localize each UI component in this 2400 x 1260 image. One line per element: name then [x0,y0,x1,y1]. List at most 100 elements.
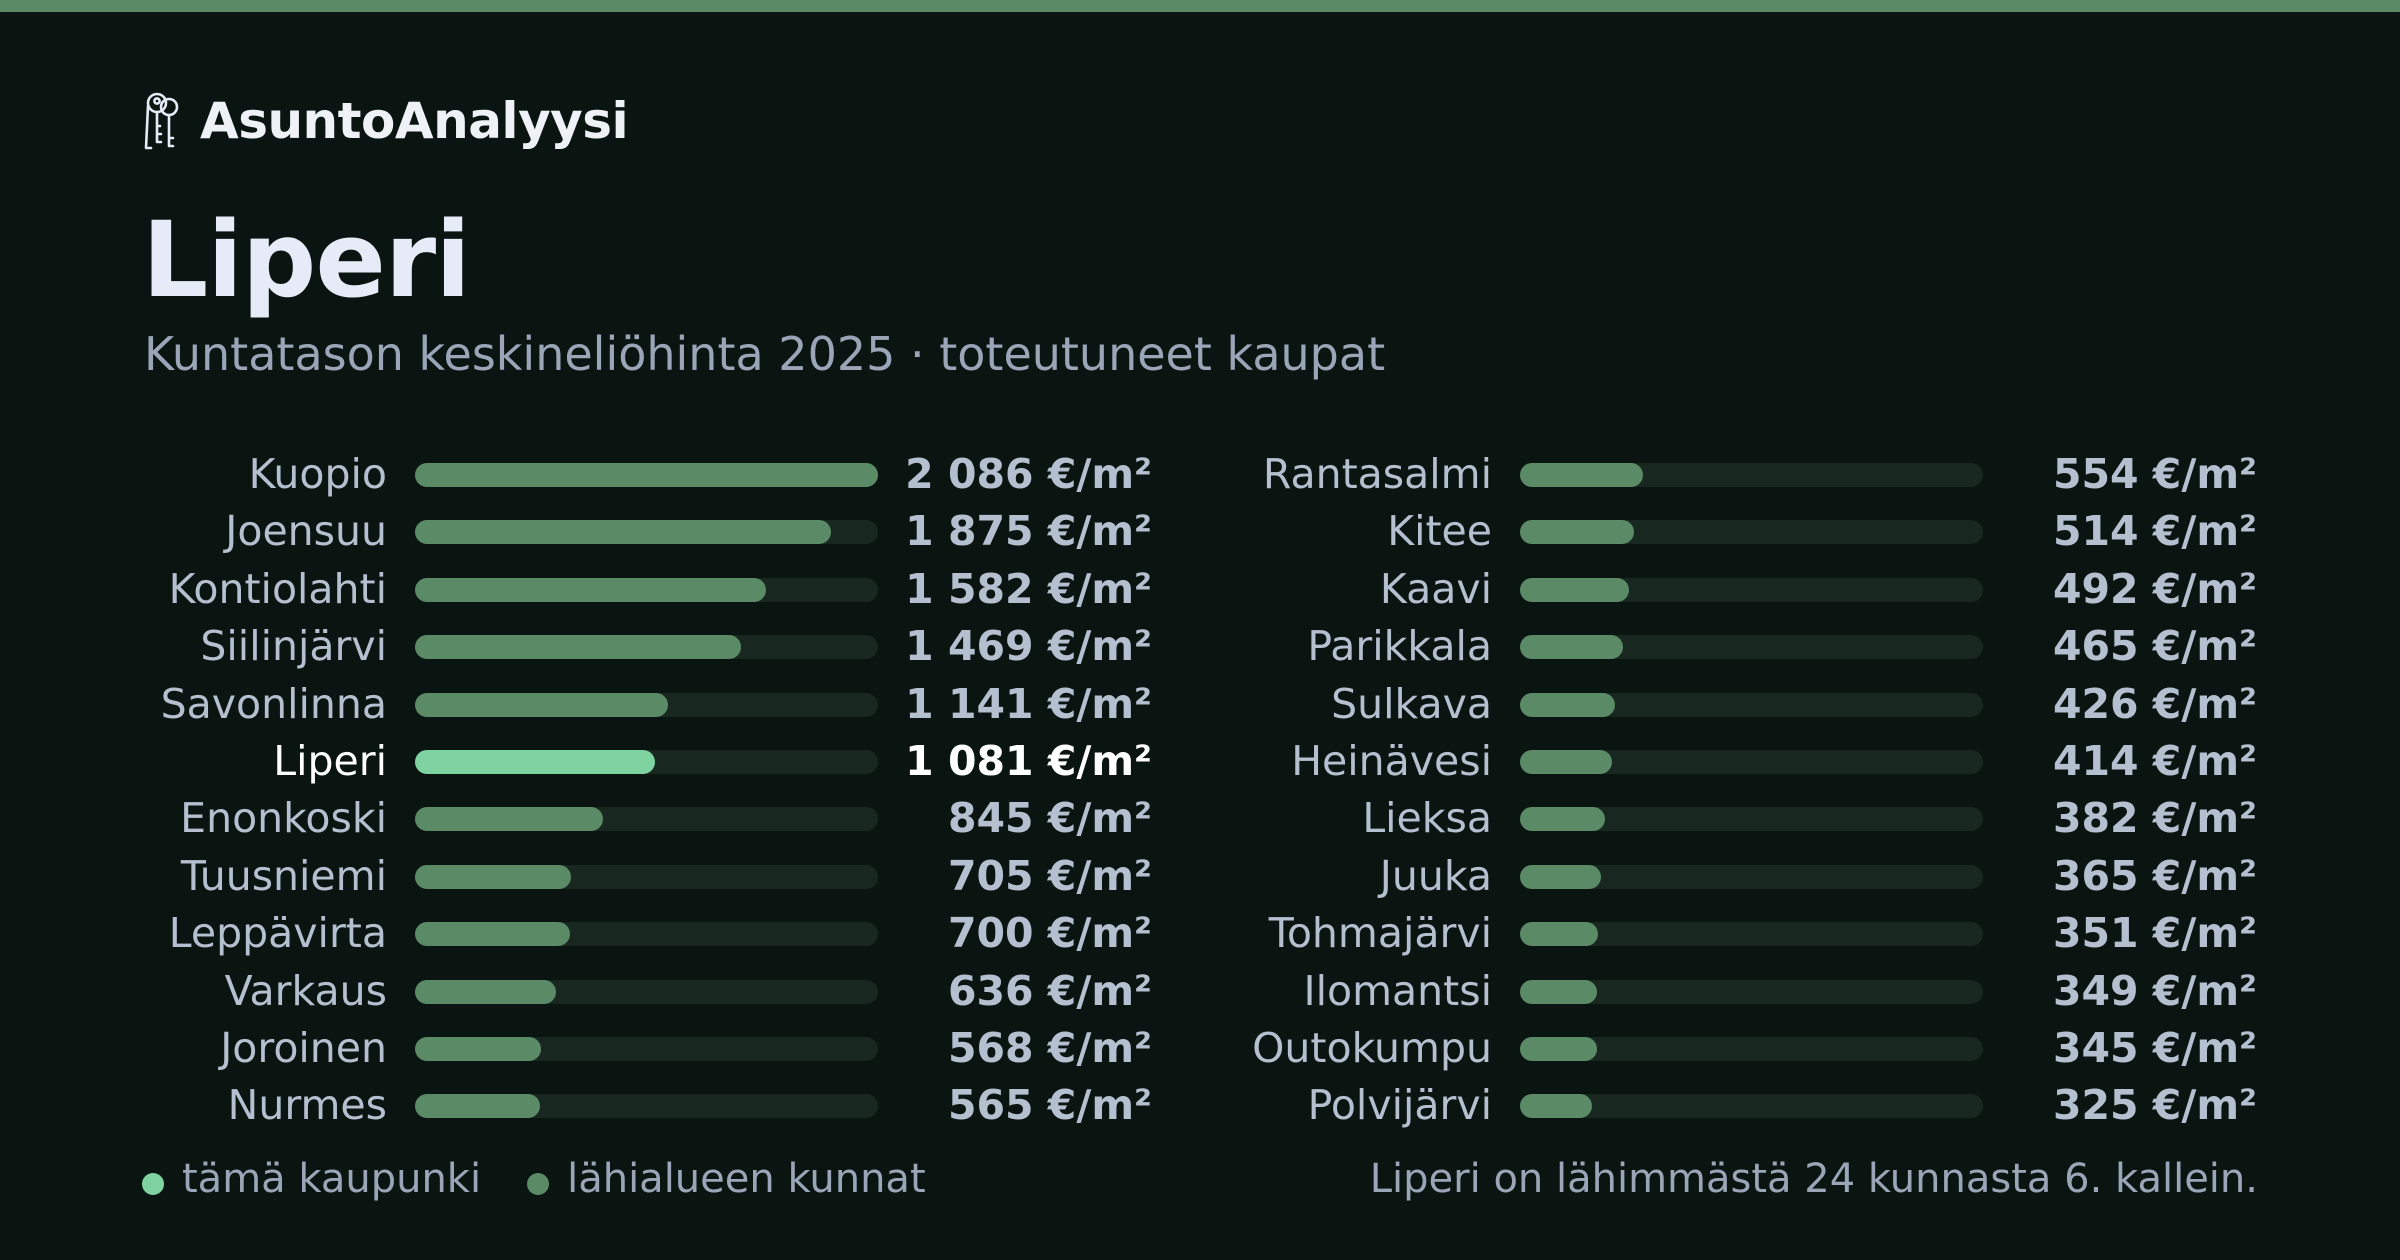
bar-value-label: 565 €/m² [947,1081,1152,1130]
bar-row: Nurmes 565 €/m² [142,1077,1152,1134]
bar-value-label: 325 €/m² [2052,1081,2257,1130]
bar-label: Nurmes [227,1081,387,1130]
bar [1520,922,1598,947]
bar-label: Parikkala [1307,622,1492,671]
bar [1520,520,1635,545]
bar-track [415,635,878,660]
bar-track [415,864,878,889]
bar-track [1520,749,1983,774]
bar [415,922,571,947]
chart-title: Liperi [142,199,471,321]
bar-label: Ilomantsi [1303,966,1492,1015]
bar-row: Tohmajärvi 351 €/m² [1245,905,2257,962]
bar-track [1520,520,1983,545]
bar-row: Parikkala 465 €/m² [1245,618,2257,675]
bar-row: Savonlinna 1 141 €/m² [142,676,1152,733]
bar-row: Kuopio 2 086 €/m² [142,446,1152,503]
bar-track [415,807,878,832]
bar [415,635,742,660]
bar-value-label: 705 €/m² [947,851,1152,900]
bar-track [1520,692,1983,717]
bar-value-label: 1 469 €/m² [905,622,1152,671]
bar [415,463,878,487]
bar [415,520,832,545]
bar-value-label: 426 €/m² [2052,679,2257,728]
bar-row: Liperi 1 081 €/m² [142,733,1152,790]
bar [415,1094,541,1119]
bar-label: Savonlinna [160,679,387,728]
bar-value-label: 414 €/m² [2052,736,2257,785]
bar-row: Enonkoski 845 €/m² [142,790,1152,847]
bar-label: Lieksa [1362,794,1492,843]
bar-label: Siilinjärvi [200,622,387,671]
bar-track [1520,864,1983,889]
bar-track [1520,577,1983,602]
bar-row: Sulkava 426 €/m² [1245,676,2257,733]
bar-value-label: 1 081 €/m² [905,736,1152,785]
bar [1520,864,1601,889]
bar-label: Liperi [273,736,387,785]
bar [1520,749,1612,774]
bar-row: Outokumpu 345 €/m² [1245,1020,2257,1077]
bar-row: Ilomantsi 349 €/m² [1245,963,2257,1020]
bar-row: Kontiolahti 1 582 €/m² [142,561,1152,618]
bar-label: Enonkoski [180,794,387,843]
bar [1520,463,1643,487]
bar-value-label: 345 €/m² [2052,1023,2257,1072]
bar-label: Sulkava [1331,679,1492,728]
legend-label-this-city: tämä kaupunki [182,1156,482,1202]
bar-row: Heinävesi 414 €/m² [1245,733,2257,790]
bar [415,1036,542,1061]
bar-track [415,1094,878,1119]
bar [415,864,572,889]
bar-row: Kaavi 492 €/m² [1245,561,2257,618]
bar-label: Tuusniemi [180,851,387,900]
legend-swatch-this-city [142,1173,164,1195]
bar-value-label: 365 €/m² [2052,851,2257,900]
bar-value-label: 351 €/m² [2052,909,2257,958]
bar-row: Joensuu 1 875 €/m² [142,503,1152,560]
bar-row: Joroinen 568 €/m² [142,1020,1152,1077]
bar-track [415,577,878,602]
bar-value-label: 554 €/m² [2052,450,2257,498]
bar-track [415,979,878,1004]
bar-label: Leppävirta [168,909,387,958]
bar-row: Juuka 365 €/m² [1245,848,2257,905]
bar-value-label: 492 €/m² [2052,564,2257,613]
bar-row: Polvijärvi 325 €/m² [1245,1077,2257,1134]
legend-label-nearby: lähialueen kunnat [567,1156,926,1202]
bar-label: Tohmajärvi [1268,909,1492,958]
bar-value-label: 382 €/m² [2052,794,2257,843]
bar [415,807,603,832]
chart-subtitle: Kuntatason keskineliöhinta 2025 · toteut… [144,327,1386,381]
bar-column-left: Kuopio 2 086 €/m² Joensuu 1 875 €/m² Kontiol… [142,446,1152,1135]
bar-value-label: 349 €/m² [2052,966,2257,1015]
bar-track [1520,1036,1983,1061]
bar-track [415,520,878,545]
bar-highlight [415,749,655,774]
bar-track [1520,922,1983,947]
bar-label: Joensuu [225,507,387,556]
bar [1520,692,1615,717]
bar-label: Polvijärvi [1307,1081,1492,1130]
bar [415,577,767,602]
bar-track [1520,979,1983,1004]
brand-name: AsuntoAnalyysi [200,92,629,150]
bar-track [415,922,878,947]
bar-value-label: 1 582 €/m² [905,564,1152,613]
keys-icon [144,92,179,150]
bar-row: Kitee 514 €/m² [1245,503,2257,560]
bar-label: Kuopio [248,450,387,498]
bar-value-label: 568 €/m² [947,1023,1152,1072]
bar [1520,1094,1593,1119]
bar-label: Kaavi [1379,564,1492,613]
bar [1520,979,1598,1004]
bar [1520,577,1630,602]
bar-track [1520,807,1983,832]
bar-value-label: 2 086 €/m² [905,450,1152,498]
bar-label: Joroinen [220,1023,387,1072]
bar-track [415,1036,878,1061]
bar-track [1520,463,1983,487]
bar-track [415,463,878,487]
bar-value-label: 514 €/m² [2052,507,2257,556]
